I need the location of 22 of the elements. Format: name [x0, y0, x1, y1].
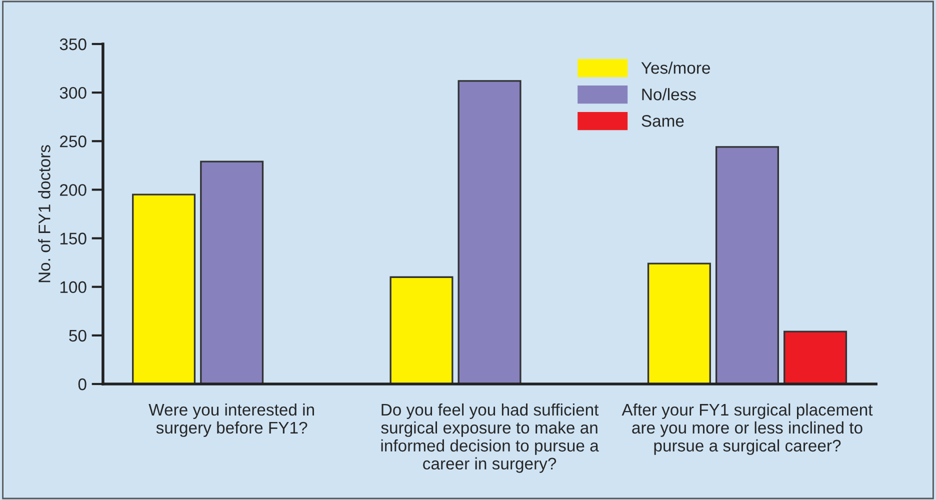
bar [784, 330, 848, 384]
y-axis-title: No. of FY1 doctors [38, 145, 50, 282]
y-tick-label: 200 [60, 184, 86, 196]
y-tick-label: 150 [60, 232, 86, 244]
bar [715, 146, 779, 384]
y-tick-label: 350 [60, 38, 86, 50]
y-tick-label: 300 [60, 86, 86, 99]
legend-label: Same [642, 115, 684, 127]
bar [647, 262, 711, 384]
y-tick-label: 100 [60, 281, 86, 294]
x-tick-label: After your FY1 surgical placement are you more or less inclined to pursue a surgical career? [622, 403, 873, 455]
bar [390, 276, 454, 384]
bar [200, 160, 264, 384]
bar [458, 80, 522, 384]
y-tick-label: 50 [69, 330, 86, 342]
y-tick-label: 250 [60, 136, 86, 148]
x-tick-label: Were you interested in surgery before FY1? [148, 403, 314, 437]
legend-label: Yes/more [641, 62, 710, 74]
x-tick-label: Do you feel you had sufficient surgical exposure to make an informed decision to pursue a career in surgery? [381, 403, 599, 473]
bar [132, 194, 196, 384]
y-tick-label: 0 [78, 378, 86, 390]
legend-label: No/less [642, 88, 696, 100]
